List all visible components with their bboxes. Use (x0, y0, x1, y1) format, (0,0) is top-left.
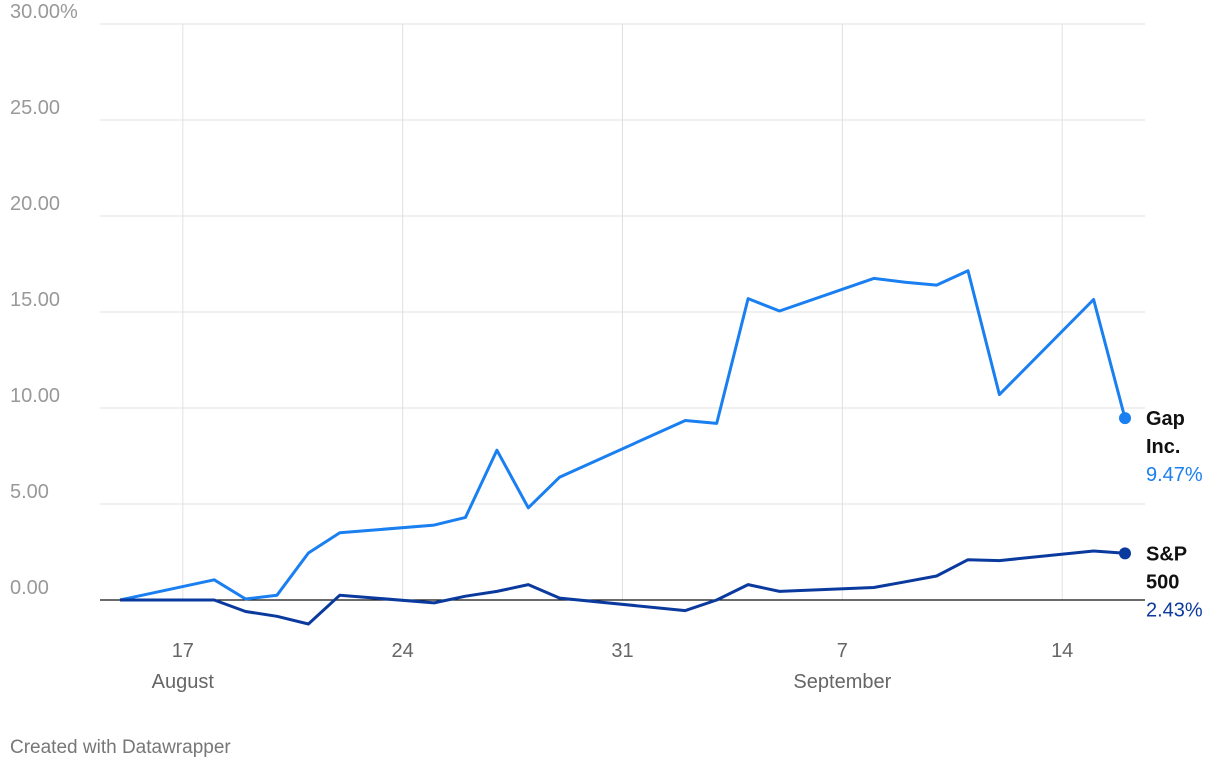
y-tick-label: 5.00 (10, 481, 49, 503)
value-label: 9.47% (1146, 464, 1203, 486)
x-tick-label: 17 (172, 640, 194, 662)
x-tick-label: 14 (1051, 640, 1073, 662)
value-label: 2.43% (1146, 599, 1203, 621)
end-point (1119, 412, 1131, 425)
y-tick-label: 30.00% (10, 1, 78, 23)
x-group-label: August (152, 671, 215, 693)
credit: Created with Datawrapper (10, 737, 231, 758)
x-tick-label: 24 (392, 640, 414, 662)
y-tick-label: 25.00 (10, 97, 60, 119)
y-tick-label: 0.00 (10, 577, 49, 599)
series-line (119, 269, 1127, 602)
y-tick-label: 10.00 (10, 385, 60, 407)
legend-label: Gap Inc. (1146, 408, 1185, 458)
x-tick-label: 7 (837, 640, 848, 662)
x-group-label: September (793, 671, 891, 693)
end-point (1119, 547, 1131, 560)
x-tick-label: 31 (611, 640, 633, 662)
y-tick-label: 15.00 (10, 289, 60, 311)
series-line (120, 549, 1126, 626)
legend-label: S&P 500 (1146, 543, 1187, 593)
y-tick-label: 20.00 (10, 193, 60, 215)
